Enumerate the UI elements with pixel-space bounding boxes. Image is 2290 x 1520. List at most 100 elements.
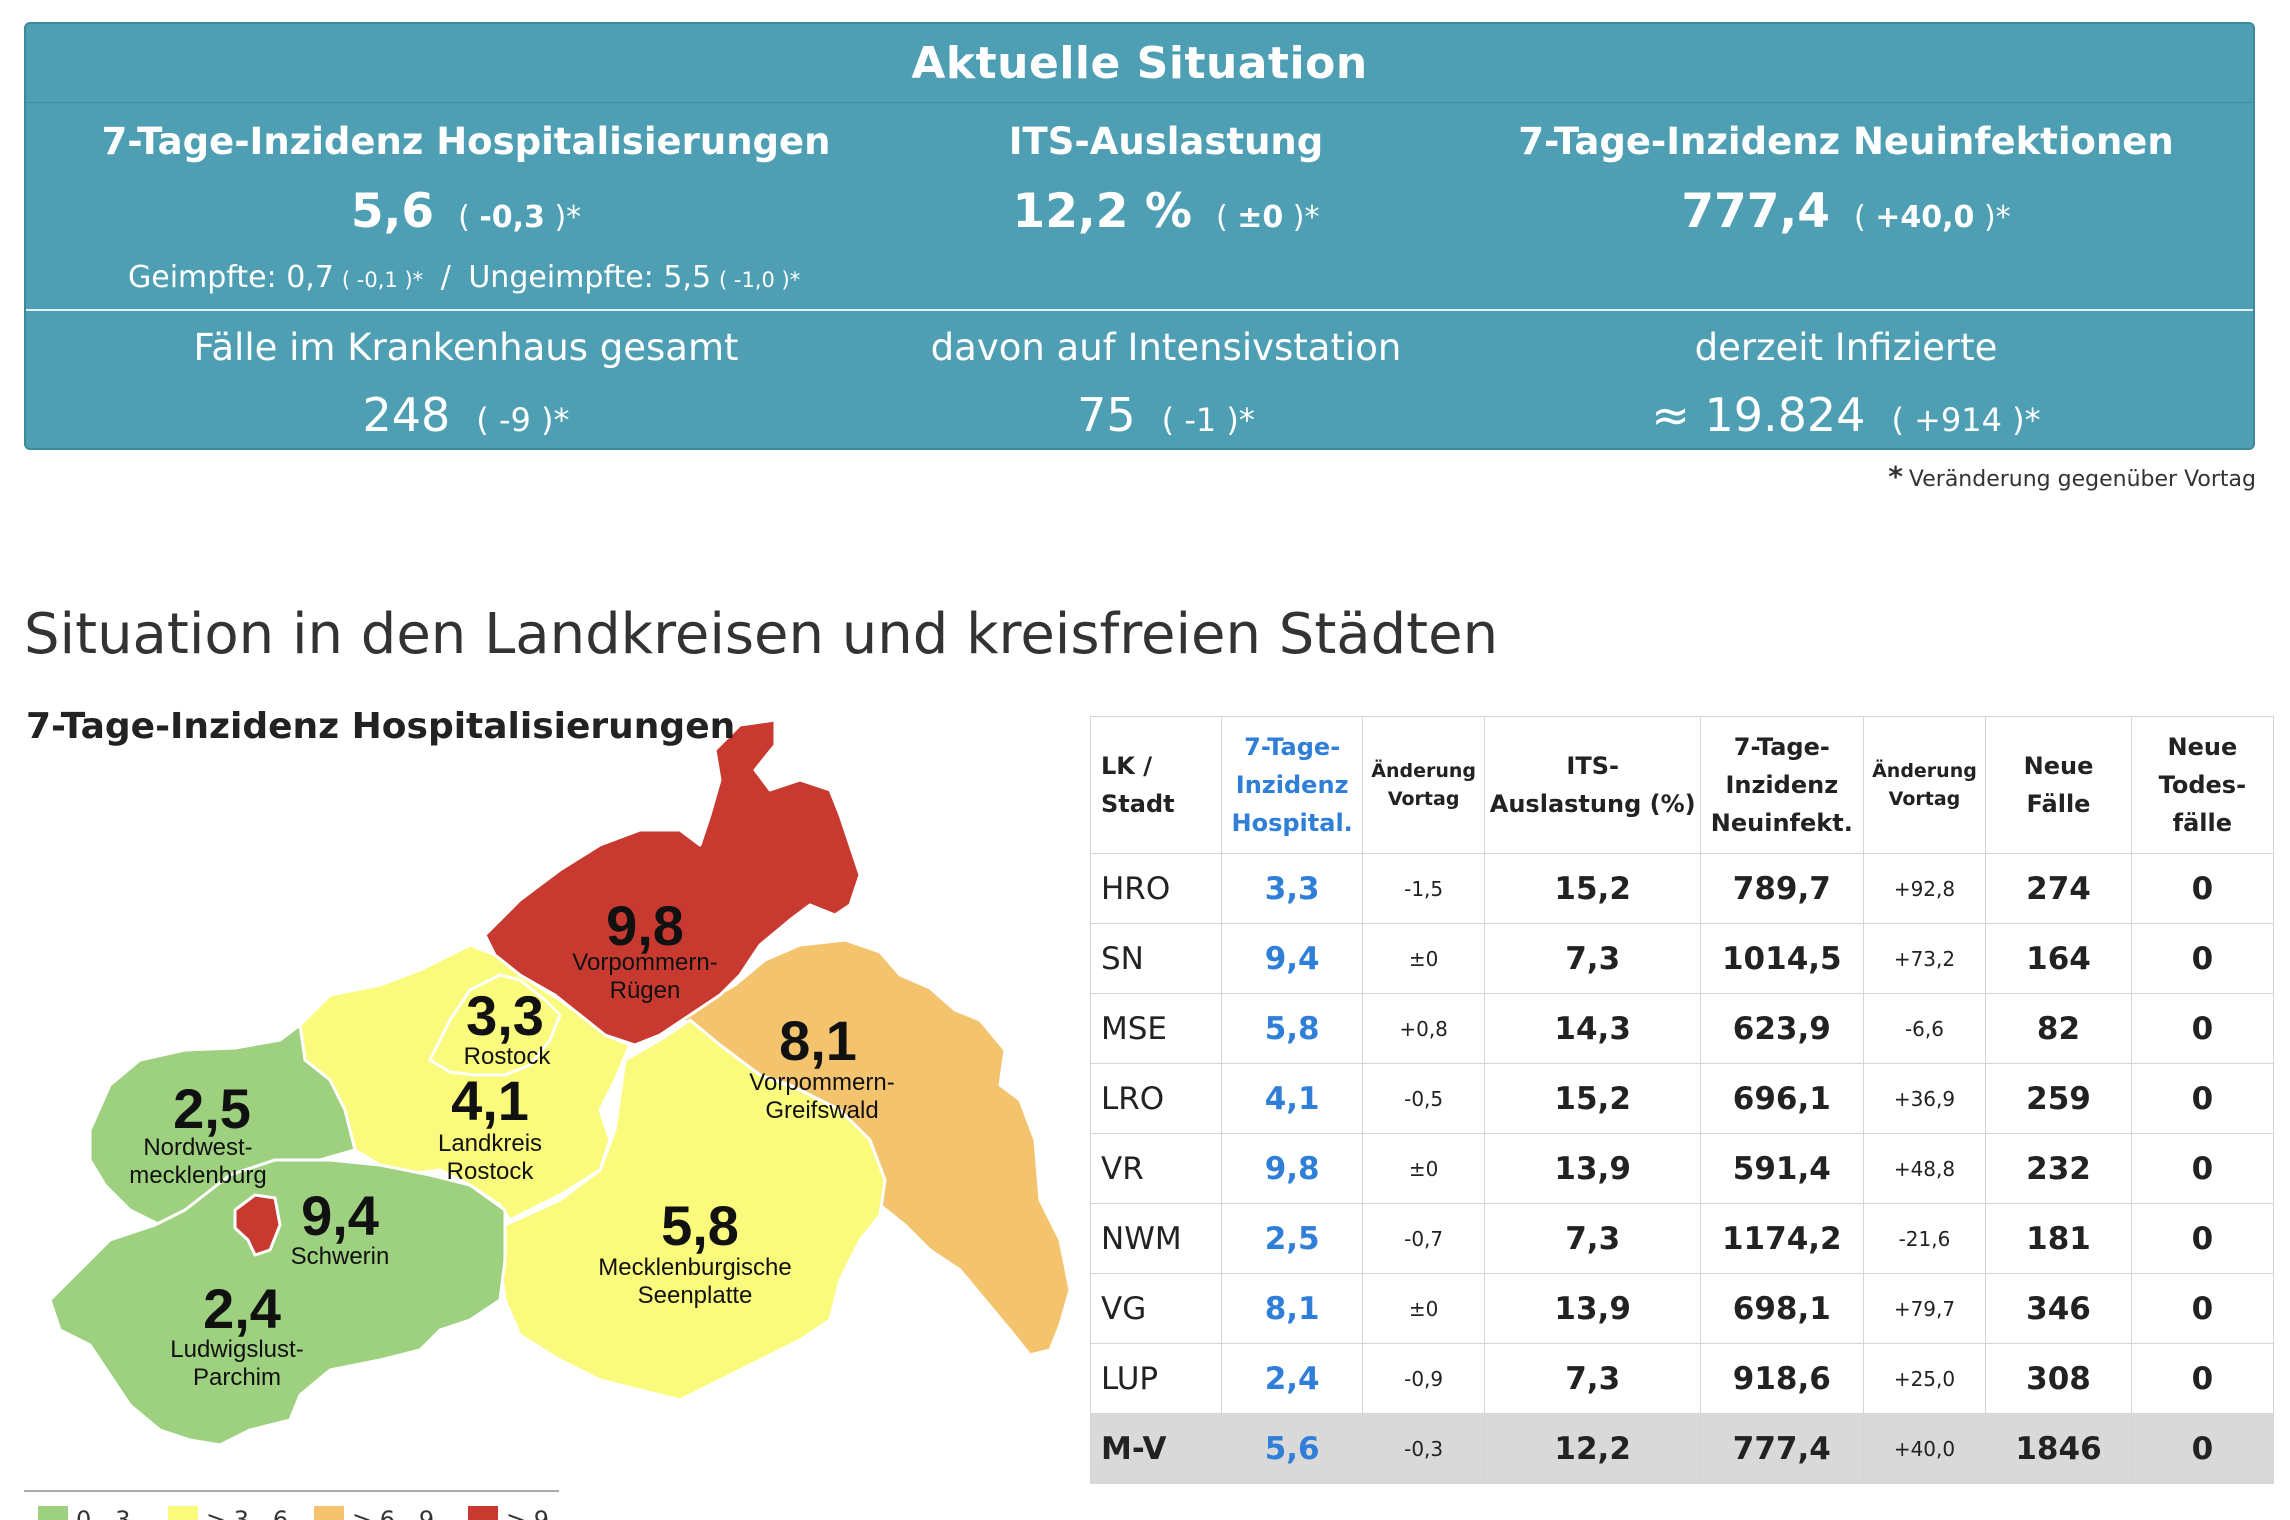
- map-region-ludwigslust-parchim[interactable]: [48, 1158, 507, 1447]
- cell-neu: 1174,2: [1699, 1203, 1864, 1274]
- map-label-vorpommern-ruegen-2: Rügen: [610, 977, 681, 1004]
- map-label-ludwigslust-parchim-2: Parchim: [193, 1364, 281, 1391]
- table-row: VG 8,1 ±0 13,9 698,1 +79,7 346 0: [1089, 1273, 2275, 1344]
- col-header-new-change[interactable]: Änderung Vortag: [1862, 716, 1987, 854]
- cell-neu_chg: +73,2: [1862, 923, 1987, 994]
- cell-hosp_chg: ±0: [1361, 1273, 1486, 1344]
- map-title: 7-Tage-Inzidenz Hospitalisierungen: [26, 706, 736, 747]
- cell-tod: 0: [2130, 853, 2275, 924]
- cell-hosp_chg: +0,8: [1361, 993, 1486, 1064]
- cell-neu_chg: -6,6: [1862, 993, 1987, 1064]
- cell-its: 7,3: [1484, 923, 1701, 994]
- cell-hosp: 5,6: [1221, 1413, 1363, 1484]
- map-region-nordwestmecklenburg[interactable]: [88, 1023, 357, 1227]
- legend-item-0-3: 0 - 3: [38, 1506, 130, 1520]
- footnote-text: Veränderung gegenüber Vortag: [1908, 467, 2256, 492]
- icu-change: ±0: [1237, 200, 1284, 235]
- infected-change: ( +914 )*: [1891, 401, 2041, 439]
- cell-hosp: 4,1: [1221, 1063, 1363, 1134]
- cell-faelle: 274: [1985, 853, 2132, 924]
- cell-tod: 0: [2130, 923, 2275, 994]
- icu-value: 12,2 %: [1012, 184, 1192, 239]
- unvaccinated-label: Ungeimpfte: 5,5: [468, 260, 712, 295]
- cell-hosp: 2,4: [1221, 1343, 1363, 1414]
- cell-hosp_chg: -0,5: [1361, 1063, 1486, 1134]
- map-value-rostock: 3,3: [466, 984, 544, 1047]
- legend-label-9-plus: > 9: [506, 1506, 550, 1520]
- map-region-schwerin[interactable]: [233, 1193, 282, 1257]
- hospitalization-incidence-value: 5,6( -0,3 )*: [350, 184, 582, 239]
- map-region-vorpommern-ruegen[interactable]: [483, 718, 862, 1047]
- legend-swatch-6-9: [314, 1506, 344, 1520]
- cell-neu_chg: +36,9: [1862, 1063, 1987, 1134]
- map-label-nordwestmecklenburg-2: mecklenburg: [129, 1162, 266, 1189]
- map-value-schwerin: 9,4: [301, 1184, 379, 1247]
- cell-hosp_chg: ±0: [1361, 1133, 1486, 1204]
- cell-lk: LUP: [1089, 1343, 1223, 1414]
- legend-item-9-plus: > 9: [468, 1506, 549, 1520]
- map-label-landkreis-rostock-2: Rostock: [447, 1158, 535, 1185]
- map-region-rostock[interactable]: [428, 973, 562, 1077]
- cell-lk: M-V: [1089, 1413, 1223, 1484]
- cell-lk: MSE: [1089, 993, 1223, 1064]
- change-footnote: * Veränderung gegenüber Vortag: [1888, 460, 2256, 493]
- table-row: VR 9,8 ±0 13,9 591,4 +48,8 232 0: [1089, 1133, 2275, 1204]
- cell-its: 7,3: [1484, 1343, 1701, 1414]
- vaccinated-label: Geimpfte: 0,7: [128, 260, 334, 295]
- legend-label-0-3: 0 - 3: [76, 1506, 131, 1520]
- col-header-new-deaths[interactable]: Neue Todes- fälle: [2130, 716, 2275, 854]
- hospital-cases-header: Fälle im Krankenhaus gesamt: [193, 326, 739, 369]
- cell-hosp: 3,3: [1221, 853, 1363, 924]
- col-header-its[interactable]: ITS- Auslastung (%): [1484, 716, 1701, 854]
- cell-hosp_chg: -1,5: [1361, 853, 1486, 924]
- map-label-ludwigslust-parchim-1: Ludwigslust-: [170, 1336, 303, 1363]
- table-row: LRO 4,1 -0,5 15,2 696,1 +36,9 259 0: [1089, 1063, 2275, 1134]
- cell-lk: VG: [1089, 1273, 1223, 1344]
- hospitalization-incidence-header: 7-Tage-Inzidenz Hospitalisierungen: [101, 120, 831, 163]
- cell-hosp: 9,8: [1221, 1133, 1363, 1204]
- cell-faelle: 164: [1985, 923, 2132, 994]
- unvaccinated-change: ( -1,0 )*: [719, 268, 801, 292]
- table-total-row: M-V 5,6 -0,3 12,2 777,4 +40,0 1846 0: [1089, 1413, 2275, 1484]
- cell-neu_chg: +92,8: [1862, 853, 1987, 924]
- cell-tod: 0: [2130, 1203, 2275, 1274]
- intensive-care-value: 75 ( -1 )*: [786, 388, 1546, 442]
- section-title: Situation in den Landkreisen und kreisfr…: [24, 602, 1499, 667]
- map-label-landkreis-rostock-1: Landkreis: [438, 1130, 542, 1157]
- map-label-mecklenburgische-seenplatte-1: Mecklenburgische: [598, 1254, 791, 1281]
- cell-lk: NWM: [1089, 1203, 1223, 1274]
- infection-incidence-value: 777,4( +40,0 )*: [1681, 184, 2011, 239]
- cell-tod: 0: [2130, 1343, 2275, 1414]
- legend-swatch-3-6: [168, 1506, 198, 1520]
- map-label-vorpommern-ruegen-1: Vorpommern-: [572, 949, 717, 976]
- cell-neu_chg: +79,7: [1862, 1273, 1987, 1344]
- map-value-ludwigslust-parchim: 2,4: [203, 1277, 281, 1340]
- legend-label-3-6: > 3 - 6: [206, 1506, 289, 1520]
- cell-hosp_chg: ±0: [1361, 923, 1486, 994]
- cell-neu_chg: +48,8: [1862, 1133, 1987, 1204]
- cell-tod: 0: [2130, 1063, 2275, 1134]
- table-row: MSE 5,8 +0,8 14,3 623,9 -6,6 82 0: [1089, 993, 2275, 1064]
- cell-faelle: 82: [1985, 993, 2132, 1064]
- cell-its: 13,9: [1484, 1133, 1701, 1204]
- col-header-hosp-incidence[interactable]: 7-Tage- Inzidenz Hospital.: [1221, 716, 1363, 854]
- cell-neu: 696,1: [1699, 1063, 1864, 1134]
- map-value-vorpommern-greifswald: 8,1: [779, 1009, 857, 1072]
- map-legend: 0 - 3 > 3 - 6 > 6 - 9 > 9: [24, 1490, 559, 1520]
- table-header-row: LK / Stadt 7-Tage- Inzidenz Hospital. Än…: [1089, 716, 2275, 854]
- col-header-hosp-change[interactable]: Änderung Vortag: [1361, 716, 1486, 854]
- cell-neu: 789,7: [1699, 853, 1864, 924]
- cell-neu_chg: +25,0: [1862, 1343, 1987, 1414]
- col-header-lk[interactable]: LK / Stadt: [1089, 716, 1223, 854]
- map-value-vorpommern-ruegen: 9,8: [606, 894, 684, 957]
- col-header-new-cases[interactable]: Neue Fälle: [1985, 716, 2132, 854]
- section-divider: [26, 309, 2253, 311]
- cell-its: 13,9: [1484, 1273, 1701, 1344]
- cell-its: 7,3: [1484, 1203, 1701, 1274]
- footnote-star: *: [1888, 460, 1903, 493]
- situation-title: Aktuelle Situation: [911, 38, 1368, 89]
- cell-its: 12,2: [1484, 1413, 1701, 1484]
- cell-hosp: 2,5: [1221, 1203, 1363, 1274]
- col-header-new-incidence[interactable]: 7-Tage- Inzidenz Neuinfekt.: [1699, 716, 1864, 854]
- cell-hosp: 5,8: [1221, 993, 1363, 1064]
